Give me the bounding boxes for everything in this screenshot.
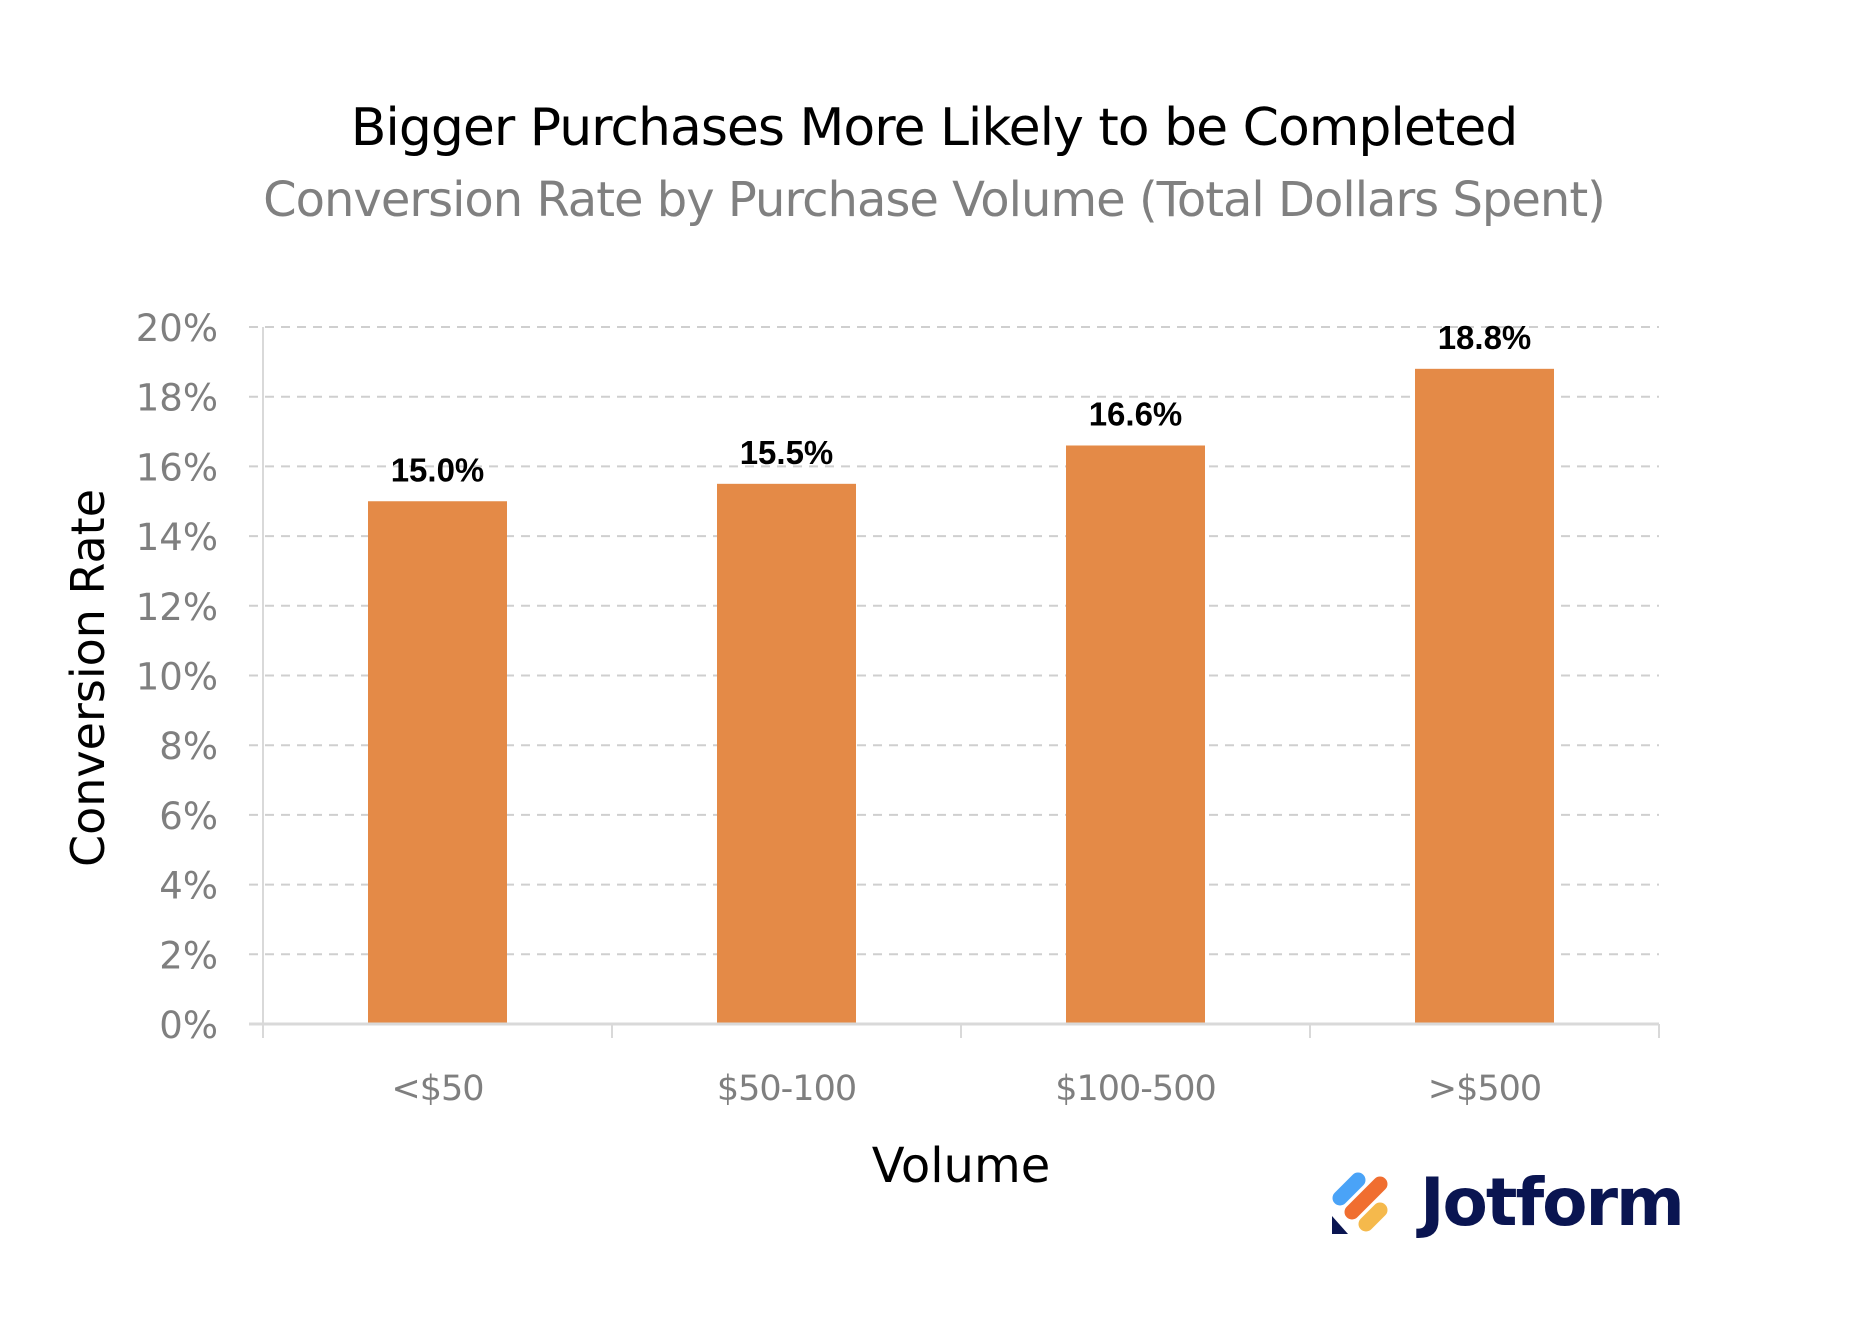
labels: 0% 2% 4% 6% 8% 10% 12% 14% 16% 18% 20% 15.0% <$50 15.… [136,307,1542,1109]
data-label: 15.0% [391,451,485,488]
y-tick-label: 18% [136,377,218,420]
y-tick-label: 14% [136,516,218,559]
y-axis-title: Conversion Rate [61,489,115,867]
jotform-logo: Jotform [1330,1164,1685,1241]
data-label: 15.5% [740,434,834,471]
y-tick-label: 12% [136,586,218,629]
data-label: 16.6% [1089,395,1183,432]
y-tick-label: 8% [159,725,218,768]
y-tick-label: 6% [159,795,218,838]
axes [249,327,1660,1038]
x-tick-label: $50-100 [717,1069,856,1109]
bar [717,483,856,1024]
x-tick-label: <$50 [391,1069,483,1109]
x-tick-label: $100-500 [1055,1069,1216,1109]
chart-title: Bigger Purchases More Likely to be Compl… [350,98,1519,158]
bar [368,501,507,1024]
bars [368,368,1554,1024]
chart-subtitle: Conversion Rate by Purchase Volume (Tota… [263,172,1606,228]
bar [1066,445,1205,1024]
y-tick-label: 4% [159,865,218,908]
jotform-logo-icon [1332,1172,1388,1234]
x-tick-label: >$500 [1428,1069,1541,1109]
x-axis-title: Volume [872,1138,1051,1194]
data-label: 18.8% [1438,319,1532,356]
bar [1415,368,1554,1024]
y-tick-label: 2% [159,934,218,977]
y-tick-label: 0% [159,1004,218,1047]
jotform-logo-text: Jotform [1420,1164,1685,1241]
y-tick-label: 10% [136,656,218,699]
y-tick-label: 16% [136,446,218,489]
y-tick-label: 20% [136,307,218,350]
